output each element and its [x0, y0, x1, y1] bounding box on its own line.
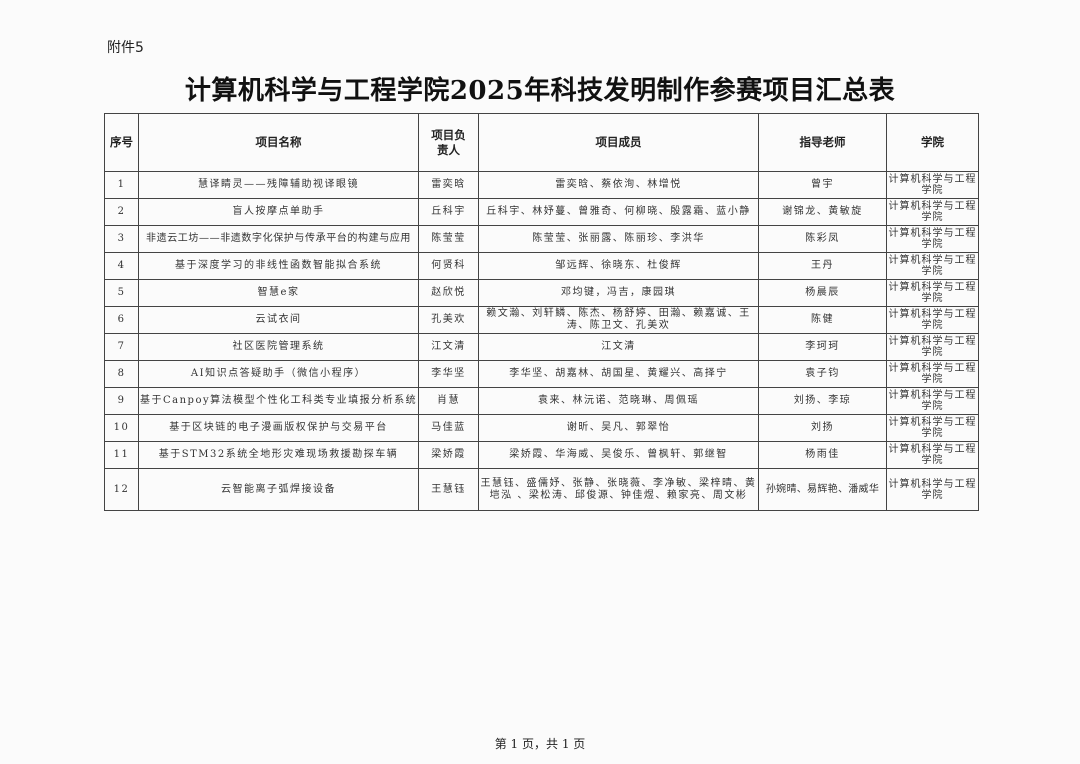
cell-members: 谢昕、吴凡、郭翠怡 [478, 414, 759, 442]
cell-leader: 肖慧 [418, 387, 479, 415]
cell-school: 计算机科学与工程学院 [886, 333, 979, 361]
header-leader: 项目负责人 [418, 113, 479, 172]
cell-members: 陈莹莹、张丽露、陈丽珍、李洪华 [478, 225, 759, 253]
cell-advisor: 袁子钧 [758, 360, 887, 388]
cell-no: 11 [104, 441, 139, 469]
cell-advisor: 曾宇 [758, 171, 887, 199]
cell-members: 丘科宇、林妤蔓、曾雅奇、何柳晓、殷露霜、蓝小静 [478, 198, 759, 226]
cell-school: 计算机科学与工程学院 [886, 468, 979, 511]
cell-advisor: 王丹 [758, 252, 887, 280]
cell-school: 计算机科学与工程学院 [886, 198, 979, 226]
cell-leader: 李华坚 [418, 360, 479, 388]
cell-no: 5 [104, 279, 139, 307]
cell-name: 云试衣间 [138, 306, 419, 334]
table-row: 4 基于深度学习的非线性函数智能拟合系统 何贤科 邹远辉、徐晓东、杜俊辉 王丹 计算机科学… [104, 252, 979, 280]
cell-no: 10 [104, 414, 139, 442]
cell-members: 王慧钰、盛儒妤、张静、张晓薇、李净敏、梁梓晴、黄垲泓 、梁松涛、邱俊源、钟佳煜、… [478, 468, 759, 511]
project-summary-table: 序号 项目名称 项目负责人 项目成员 指导老师 学院 1 慧译睛灵——残障辅助视译… [104, 113, 979, 511]
cell-leader: 马佳蓝 [418, 414, 479, 442]
cell-advisor: 陈健 [758, 306, 887, 334]
table-row: 7 社区医院管理系统 江文清 江文清 李珂珂 计算机科学与工程学院 [104, 333, 979, 361]
cell-school: 计算机科学与工程学院 [886, 306, 979, 334]
cell-name: 基于深度学习的非线性函数智能拟合系统 [138, 252, 419, 280]
table-row: 11 基于STM32系统全地形灾难现场救援勘探车辆 梁娇霞 梁娇霞、华海威、吴俊乐、曾… [104, 441, 979, 469]
cell-leader: 王慧钰 [418, 468, 479, 511]
cell-members: 邹远辉、徐晓东、杜俊辉 [478, 252, 759, 280]
table-row: 5 智慧e家 赵欣悦 邓均键，冯吉，康园琪 杨晨辰 计算机科学与工程学院 [104, 279, 979, 307]
header-name: 项目名称 [138, 113, 419, 172]
table-row: 12 云智能离子弧焊接设备 王慧钰 王慧钰、盛儒妤、张静、张晓薇、李净敏、梁梓晴、黄垲… [104, 468, 979, 511]
cell-name: 盲人按摩点单助手 [138, 198, 419, 226]
cell-members: 邓均键，冯吉，康园琪 [478, 279, 759, 307]
cell-members: 袁来、林沅诺、范晓琳、周佩瑶 [478, 387, 759, 415]
table-row: 8 AI知识点答疑助手（微信小程序） 李华坚 李华坚、胡嘉林、胡国星、黄耀兴、高择宁袁… [104, 360, 979, 388]
cell-name: 基于区块链的电子漫画版权保护与交易平台 [138, 414, 419, 442]
cell-advisor: 李珂珂 [758, 333, 887, 361]
cell-no: 6 [104, 306, 139, 334]
cell-no: 12 [104, 468, 139, 511]
cell-members: 江文清 [478, 333, 759, 361]
header-advisor: 指导老师 [758, 113, 887, 172]
header-members: 项目成员 [478, 113, 759, 172]
document-title: 计算机科学与工程学院2025年科技发明制作参赛项目汇总表 [184, 76, 896, 106]
cell-no: 8 [104, 360, 139, 388]
attachment-label: 附件5 [107, 40, 144, 56]
cell-no: 1 [104, 171, 139, 199]
table-row: 1 慧译睛灵——残障辅助视译眼镜 雷奕晗 雷奕晗、蔡依洵、林增悦 曾宇 计算机科学与工程学… [104, 171, 979, 199]
page-footer: 第 1 页，共 1 页 [494, 737, 586, 751]
cell-school: 计算机科学与工程学院 [886, 387, 979, 415]
cell-leader: 何贤科 [418, 252, 479, 280]
cell-leader: 陈莹莹 [418, 225, 479, 253]
cell-no: 7 [104, 333, 139, 361]
header-school: 学院 [886, 113, 979, 172]
cell-members: 梁娇霞、华海威、吴俊乐、曾枫轩、郭继智 [478, 441, 759, 469]
cell-leader: 赵欣悦 [418, 279, 479, 307]
table-row: 2 盲人按摩点单助手 丘科宇 丘科宇、林妤蔓、曾雅奇、何柳晓、殷露霜、蓝小静 谢锦龙、黄… [104, 198, 979, 226]
cell-no: 4 [104, 252, 139, 280]
table-row: 10 基于区块链的电子漫画版权保护与交易平台 马佳蓝 谢昕、吴凡、郭翠怡 刘扬 计算机科学… [104, 414, 979, 442]
cell-school: 计算机科学与工程学院 [886, 279, 979, 307]
header-no: 序号 [104, 113, 139, 172]
cell-no: 2 [104, 198, 139, 226]
cell-advisor: 谢锦龙、黄敏旋 [758, 198, 887, 226]
cell-name: 基于Canpoy算法模型个性化工科类专业填报分析系统 [138, 387, 419, 415]
cell-name: 基于STM32系统全地形灾难现场救援勘探车辆 [138, 441, 419, 469]
cell-leader: 江文清 [418, 333, 479, 361]
cell-leader: 梁娇霞 [418, 441, 479, 469]
cell-members: 赖文瀚、刘轩鳞、陈杰、杨舒婷、田瀚、赖嘉诚、王涛、陈卫文、孔美欢 [478, 306, 759, 334]
cell-advisor: 刘扬 [758, 414, 887, 442]
cell-school: 计算机科学与工程学院 [886, 171, 979, 199]
cell-advisor: 杨雨佳 [758, 441, 887, 469]
cell-school: 计算机科学与工程学院 [886, 414, 979, 442]
cell-no: 3 [104, 225, 139, 253]
cell-no: 9 [104, 387, 139, 415]
cell-advisor: 刘扬、李琼 [758, 387, 887, 415]
cell-leader: 丘科宇 [418, 198, 479, 226]
cell-name: 云智能离子弧焊接设备 [138, 468, 419, 511]
table-row: 9 基于Canpoy算法模型个性化工科类专业填报分析系统 肖慧 袁来、林沅诺、范晓琳、… [104, 387, 979, 415]
cell-school: 计算机科学与工程学院 [886, 441, 979, 469]
table-row: 3 非遗云工坊——非遗数字化保护与传承平台的构建与应用 陈莹莹 陈莹莹、张丽露、陈丽珍… [104, 225, 979, 253]
cell-members: 李华坚、胡嘉林、胡国星、黄耀兴、高择宁 [478, 360, 759, 388]
table-row: 6 云试衣间 孔美欢 赖文瀚、刘轩鳞、陈杰、杨舒婷、田瀚、赖嘉诚、王涛、陈卫文、孔美欢… [104, 306, 979, 334]
cell-name: 智慧e家 [138, 279, 419, 307]
cell-members: 雷奕晗、蔡依洵、林增悦 [478, 171, 759, 199]
cell-advisor: 孙婉晴、易辉艳、潘威华 [758, 468, 887, 511]
cell-school: 计算机科学与工程学院 [886, 225, 979, 253]
cell-school: 计算机科学与工程学院 [886, 360, 979, 388]
cell-name: 非遗云工坊——非遗数字化保护与传承平台的构建与应用 [138, 225, 419, 253]
cell-name: 社区医院管理系统 [138, 333, 419, 361]
cell-leader: 雷奕晗 [418, 171, 479, 199]
table-header-row: 序号 项目名称 项目负责人 项目成员 指导老师 学院 [104, 113, 979, 172]
cell-name: AI知识点答疑助手（微信小程序） [138, 360, 419, 388]
cell-name: 慧译睛灵——残障辅助视译眼镜 [138, 171, 419, 199]
cell-advisor: 陈彩凤 [758, 225, 887, 253]
cell-leader: 孔美欢 [418, 306, 479, 334]
cell-school: 计算机科学与工程学院 [886, 252, 979, 280]
cell-advisor: 杨晨辰 [758, 279, 887, 307]
